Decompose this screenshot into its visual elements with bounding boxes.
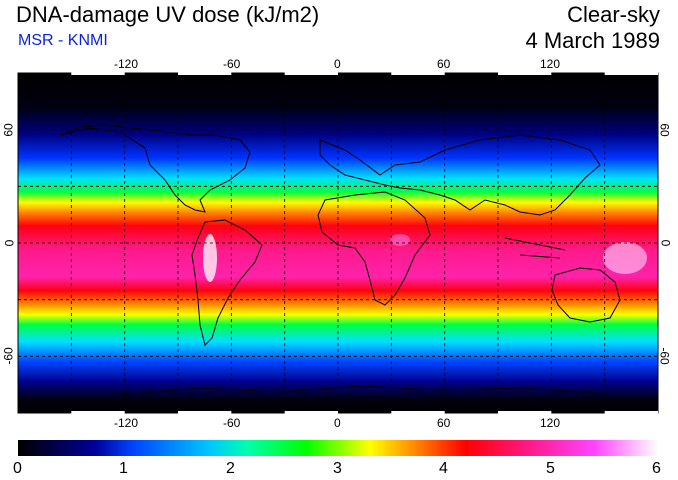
lon-tick-top: 120 [540,57,561,71]
coast-australia [551,267,621,323]
source-label: MSR - KNMI [18,32,108,49]
lon-tick-top: -60 [223,57,241,71]
uv-hotspots [203,234,647,282]
lat-tick-left: 60 [1,123,16,137]
colorbar-tick: 6 [652,460,661,477]
lon-tick-top: 60 [437,57,451,71]
lon-tick-top: 0 [334,57,341,71]
sky-condition-label: Clear-sky [567,2,660,27]
lat-tick-right: 0 [658,239,673,247]
colorbar-tick: 2 [226,460,235,477]
colorbar-tick: 0 [13,460,22,477]
lon-tick-top: -120 [114,57,139,71]
lat-tick-right: -60 [657,347,672,365]
lon-tick-bottom: 120 [540,416,561,430]
lon-tick-bottom: -120 [114,416,139,430]
graticule [18,73,658,413]
lat-tick-left: 0 [2,239,17,247]
colorbar-tick: 4 [439,460,448,477]
lon-tick-bottom: 60 [437,416,451,430]
lat-tick-left: -60 [1,347,16,365]
date-label: 4 March 1989 [525,28,660,53]
coast-indonesia [504,237,566,259]
lon-tick-bottom: -60 [223,416,241,430]
lat-tick-right: 60 [657,123,672,137]
coastlines [59,124,621,396]
coast-eurasia [319,134,601,216]
map-border [17,72,659,414]
lon-tick-bottom: 0 [334,416,341,430]
coast-antarctica [119,385,601,396]
coast-south-america [191,219,263,346]
colorbar-tick: 3 [333,460,342,477]
colorbar-tick: 1 [119,460,128,477]
chart-title: DNA-damage UV dose (kJ/m2) [16,2,320,27]
colorbar-tick: 5 [546,460,555,477]
colorbar [18,440,658,456]
